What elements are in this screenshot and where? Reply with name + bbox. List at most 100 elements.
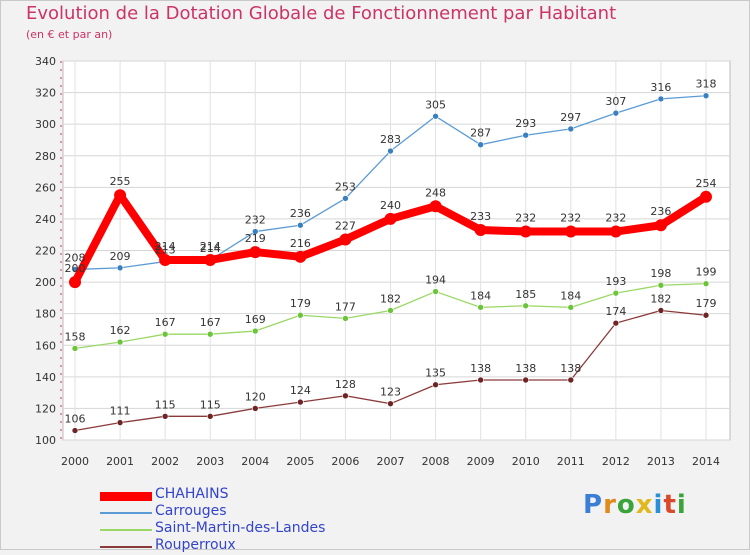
data-point [567,304,575,311]
data-point [161,330,169,338]
data-label: 287 [470,127,491,140]
legend-label: Saint-Martin-des-Landes [155,520,326,536]
logo-letter: P [583,490,604,520]
data-point [114,189,127,202]
logo-letter: i [676,490,687,520]
data-label: 106 [65,413,86,426]
data-label: 198 [650,267,671,280]
data-point [657,307,665,314]
data-point [249,246,262,259]
data-label: 232 [515,212,536,225]
y-tick-label: 300 [35,118,56,131]
data-point [429,200,442,213]
data-point [477,304,484,311]
x-tick-label: 2013 [647,455,675,468]
data-point [522,302,530,310]
data-label: 184 [560,289,581,302]
x-tick-label: 2009 [467,455,495,468]
data-point [702,92,710,100]
data-label: 182 [650,293,671,306]
grid-lines [63,60,730,441]
chart-title: Evolution de la Dotation Globale de Fonc… [26,3,617,24]
data-point [432,112,439,120]
logo-letter: t [663,490,677,520]
data-label: 297 [560,111,581,124]
data-label: 316 [650,81,671,94]
data-label: 236 [650,205,671,218]
data-label: 184 [470,289,491,302]
logo-letter: o [616,490,636,520]
data-point [432,288,439,295]
data-point [159,253,172,266]
data-label: 115 [155,398,176,411]
data-point [567,376,575,384]
x-tick-label: 2012 [602,455,630,468]
legend-label: Rouperroux [155,537,236,553]
data-label: 232 [605,212,626,225]
data-point [657,281,665,289]
data-point [342,392,349,400]
data-point [251,405,259,412]
data-point [342,195,349,202]
data-label: 214 [200,242,221,255]
data-point [204,253,217,266]
data-point [387,400,394,407]
data-label: 240 [380,199,401,212]
x-tick-label: 2008 [422,455,450,468]
data-label: 216 [290,237,311,250]
x-tick-label: 2014 [692,455,720,468]
data-point [564,225,577,238]
axes: 100 120 140 160 180 200 220 240 260 280 300 320 340 2… [35,55,720,468]
data-label: 293 [515,117,536,130]
data-label: 158 [65,330,86,343]
series-group [69,92,712,434]
data-point [522,376,530,384]
y-tick-label: 100 [35,434,56,447]
data-point [477,141,484,148]
data-label: 318 [696,78,717,91]
data-label: 214 [155,240,176,253]
data-point [116,264,124,272]
data-point [69,276,81,289]
data-label: 232 [560,212,581,225]
logo-letter: i [653,490,664,520]
data-label: 167 [155,316,176,329]
data-label: 236 [290,207,311,220]
data-label: 167 [200,316,221,329]
y-tick-label: 140 [35,371,56,384]
data-label: 182 [380,293,401,306]
x-tick-label: 2003 [196,455,224,468]
data-label: 128 [335,378,356,391]
x-tick-label: 2001 [106,455,134,468]
data-point [702,311,710,319]
legend-swatch [100,529,152,531]
x-tick-label: 2000 [61,455,89,468]
legend-swatch [100,491,152,501]
data-label: 193 [605,275,626,288]
data-label: 213 [155,244,176,257]
y-tick-label: 240 [35,213,56,226]
data-label: 194 [425,274,446,287]
data-label: 232 [245,214,266,227]
data-label: 162 [110,324,131,337]
data-label: 138 [560,362,581,375]
y-tick-label: 120 [35,402,56,415]
y-tick-label: 340 [35,55,56,68]
chart-subtitle: (en € et par an) [26,28,113,41]
y-tick-label: 280 [35,150,56,163]
data-point [657,95,665,103]
x-tick-label: 2005 [286,455,314,468]
data-label: 254 [696,177,717,190]
logo-letter: r [603,490,617,520]
data-label: 253 [335,180,356,193]
data-point [206,330,214,338]
logo-letter: x [635,490,654,520]
data-label: 177 [335,300,356,313]
x-tick-label: 2006 [331,455,359,468]
data-point [251,228,259,235]
data-label: 123 [380,386,401,399]
legend-swatch [100,512,152,514]
legend-swatch [100,546,152,548]
data-point [700,190,712,203]
